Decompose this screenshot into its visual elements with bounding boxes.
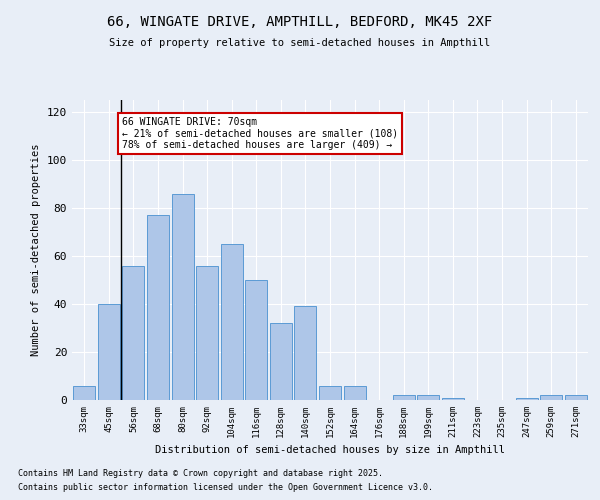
Bar (344, 386, 365, 400)
Text: Contains public sector information licensed under the Open Government Licence v3: Contains public sector information licen… (18, 484, 433, 492)
Text: Contains HM Land Registry data © Crown copyright and database right 2025.: Contains HM Land Registry data © Crown c… (18, 468, 383, 477)
Text: Size of property relative to semi-detached houses in Ampthill: Size of property relative to semi-detach… (109, 38, 491, 48)
Bar (73, 386, 95, 400)
Bar (515, 398, 538, 400)
Bar (245, 280, 268, 400)
Bar (295, 306, 316, 400)
Bar (565, 395, 587, 400)
Bar (172, 194, 194, 400)
Bar (147, 215, 169, 400)
Text: 66, WINGATE DRIVE, AMPTHILL, BEDFORD, MK45 2XF: 66, WINGATE DRIVE, AMPTHILL, BEDFORD, MK… (107, 15, 493, 29)
Bar (98, 304, 120, 400)
Bar (122, 266, 145, 400)
Bar (442, 398, 464, 400)
Bar (270, 323, 292, 400)
Bar (417, 395, 439, 400)
Bar (392, 395, 415, 400)
Text: 66 WINGATE DRIVE: 70sqm
← 21% of semi-detached houses are smaller (108)
78% of s: 66 WINGATE DRIVE: 70sqm ← 21% of semi-de… (122, 117, 398, 150)
Bar (540, 395, 562, 400)
Y-axis label: Number of semi-detached properties: Number of semi-detached properties (31, 144, 41, 356)
Bar (319, 386, 341, 400)
Bar (196, 266, 218, 400)
Bar (221, 244, 243, 400)
X-axis label: Distribution of semi-detached houses by size in Ampthill: Distribution of semi-detached houses by … (155, 446, 505, 456)
